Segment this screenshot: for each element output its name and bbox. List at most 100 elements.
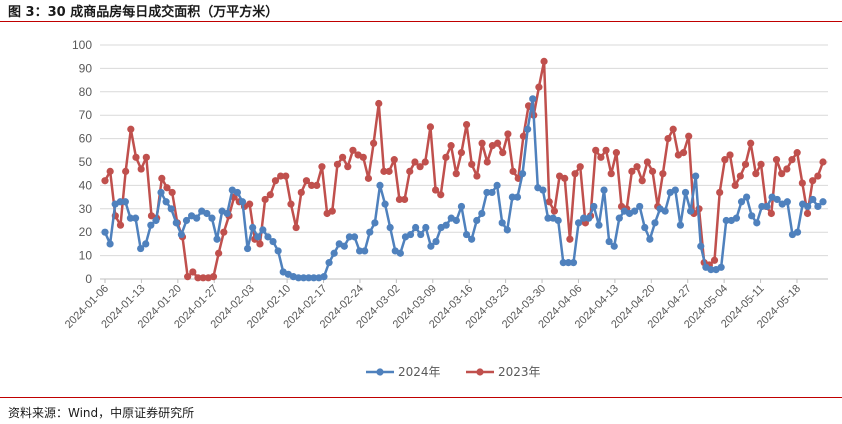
y-tick-label: 30 (79, 202, 93, 216)
data-point (732, 214, 741, 222)
data-point (264, 233, 272, 241)
data-point (498, 219, 506, 227)
data-point (142, 240, 150, 248)
data-point (566, 235, 574, 243)
data-point (350, 233, 359, 241)
data-point (137, 244, 145, 253)
data-point (736, 172, 744, 180)
y-tick-label: 50 (79, 155, 93, 169)
title-divider (0, 21, 842, 22)
data-point (544, 214, 552, 222)
data-point (641, 223, 649, 232)
data-point (590, 202, 598, 211)
data-point (400, 195, 409, 204)
data-point (478, 209, 486, 218)
data-point (488, 188, 496, 197)
data-point (318, 163, 326, 171)
data-point (783, 165, 791, 173)
data-point (697, 242, 705, 250)
data-point (493, 139, 502, 147)
data-point (473, 172, 481, 180)
data-point (508, 193, 516, 201)
data-point (427, 242, 435, 250)
data-point (426, 123, 435, 131)
data-point (473, 216, 481, 225)
data-point (607, 170, 615, 178)
data-point (246, 200, 254, 208)
data-point (504, 130, 512, 138)
y-tick-label: 100 (72, 38, 92, 52)
data-point (721, 156, 729, 164)
data-point (819, 158, 827, 166)
y-tick-label: 10 (79, 249, 93, 263)
data-point (809, 177, 817, 185)
data-point (561, 174, 569, 182)
data-point (743, 193, 751, 201)
data-point (539, 186, 547, 194)
data-point (692, 172, 700, 180)
data-point (633, 163, 641, 171)
legend-label: 2023年 (498, 365, 541, 379)
data-point (741, 160, 750, 168)
data-point (163, 184, 171, 192)
data-point (406, 230, 415, 239)
data-point (162, 198, 170, 206)
data-point (157, 188, 165, 197)
data-point (412, 223, 420, 232)
data-point (261, 195, 269, 204)
data-point (803, 209, 812, 218)
data-point (685, 132, 693, 140)
data-point (330, 249, 338, 257)
legend-item: 2023年 (466, 365, 541, 379)
series-line (103, 60, 825, 280)
data-point (411, 158, 419, 166)
data-point (380, 167, 388, 175)
data-point (137, 165, 145, 173)
data-point (757, 160, 765, 168)
data-point (359, 153, 367, 161)
data-point (215, 249, 223, 257)
data-point (664, 135, 672, 143)
data-point (659, 170, 667, 178)
data-point (717, 263, 725, 271)
data-point (468, 235, 476, 243)
data-point (576, 163, 584, 171)
data-point (220, 228, 228, 236)
data-point (597, 153, 605, 161)
data-point (177, 230, 185, 239)
data-point (574, 219, 583, 227)
data-point (679, 149, 688, 157)
data-point (518, 170, 527, 178)
data-point (432, 237, 440, 246)
data-point (168, 188, 176, 197)
data-point (297, 188, 305, 197)
data-point (106, 167, 114, 175)
data-point (457, 149, 466, 157)
data-point (361, 247, 369, 255)
data-point (809, 195, 817, 204)
data-point (422, 223, 430, 232)
data-point (814, 172, 822, 180)
data-point (605, 237, 613, 246)
data-point (277, 172, 285, 180)
data-point (519, 132, 528, 140)
data-point (375, 99, 383, 108)
legend-swatch-marker (476, 368, 484, 376)
data-point (646, 235, 654, 243)
legend: 2024年 2023年 (366, 365, 541, 379)
data-point (493, 181, 501, 189)
data-point (442, 153, 450, 161)
data-point (731, 181, 739, 189)
data-point (385, 167, 393, 175)
data-point (783, 198, 791, 206)
y-tick-label: 60 (79, 132, 93, 146)
data-point (396, 249, 404, 257)
data-point (457, 202, 466, 211)
data-point (366, 228, 374, 236)
data-point (390, 156, 398, 164)
data-point (615, 214, 623, 222)
data-point (172, 219, 180, 227)
data-point (442, 221, 450, 229)
data-point (294, 274, 303, 282)
data-point (167, 205, 175, 213)
